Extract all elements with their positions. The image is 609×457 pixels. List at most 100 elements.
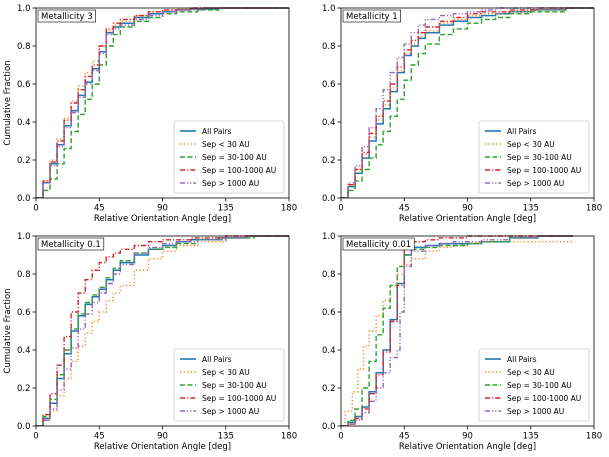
y-tick-label: 0.2 [17,384,31,394]
x-tick-label: 135 [523,432,539,442]
legend-entry: Sep > 1000 AU [507,407,564,416]
series-line-3 [36,7,289,198]
panel-title-box: Metallicity 3 [37,9,97,23]
series-group [36,235,289,426]
y-tick-label: 0.8 [322,270,336,280]
y-tick-label: 0.4 [322,118,336,128]
panel-title-frame [342,9,402,23]
series-line-4 [341,235,573,426]
panel-title-box: Metallicity 1 [342,9,402,23]
y-axis-label: Cumulative Fraction [3,288,13,373]
legend-entry: Sep = 30-100 AU [202,381,267,390]
series-group [36,7,289,198]
legend: All Pairs Sep < 30 AU Sep = 30-100 AU Sep =… [173,348,285,422]
x-tick-label: 180 [586,432,602,442]
x-tick-label: 0 [338,204,343,214]
panel-title-frame [37,237,105,251]
y-tick-label: 0.2 [322,156,336,166]
panel-title-box: Metallicity 0.1 [37,237,105,251]
series-line-3 [341,7,594,198]
x-tick-label: 45 [399,432,410,442]
chart-panel-3: 0 45 90 135 180 0.0 0.2 0.4 0.6 0.8 1.0 Relative Or… [3,232,297,452]
legend-entry: All Pairs [507,355,537,364]
legend-entry: Sep = 30-100 AU [507,381,572,390]
x-tick-label: 45 [94,204,105,214]
panel-title: Metallicity 1 [346,12,398,22]
x-axis-label: Relative Orientation Angle [deg] [399,214,536,224]
x-tick-label: 45 [94,432,105,442]
legend: All Pairs Sep < 30 AU Sep = 30-100 AU Sep =… [173,120,285,194]
legend: All Pairs Sep < 30 AU Sep = 30-100 AU Sep =… [478,120,590,194]
legend-entry: Sep = 100-1000 AU [202,166,276,175]
y-tick-label: 1.0 [17,4,31,14]
x-tick-label: 180 [281,204,297,214]
series-line-1 [341,7,594,198]
y-tick-label: 1.0 [17,232,31,242]
x-tick-label: 90 [157,204,168,214]
legend-entry: Sep = 30-100 AU [202,153,267,162]
panel-title-box: Metallicity 0.01 [342,237,415,251]
legend-entry: Sep > 1000 AU [202,407,259,416]
panel-title-frame [37,9,97,23]
series-line-3 [341,235,573,426]
y-tick-label: 0.0 [17,422,31,432]
y-tick-label: 0.2 [17,156,31,166]
series-line-5 [341,235,573,426]
y-tick-label: 0.6 [322,308,336,318]
legend-entry: Sep > 1000 AU [202,179,259,188]
series-line-2 [341,7,594,198]
series-group [341,7,594,198]
y-tick-label: 0.4 [322,346,336,356]
y-tick-label: 0.0 [322,194,336,204]
legend-entry: All Pairs [202,127,232,136]
x-tick-label: 180 [586,204,602,214]
y-axis-label: Cumulative Fraction [3,60,13,145]
y-tick-label: 0.8 [17,42,31,52]
series-line-3 [36,235,289,426]
series-line-5 [36,235,289,426]
x-axis-label: Relative Orientation Angle [deg] [399,442,536,452]
y-tick-label: 0.6 [17,308,31,318]
y-tick-label: 1.0 [322,4,336,14]
legend-entry: Sep = 30-100 AU [507,153,572,162]
legend-entry: All Pairs [507,127,537,136]
series-line-5 [36,7,289,198]
legend-frame [478,120,590,194]
series-line-2 [36,235,289,426]
y-tick-label: 0.4 [17,118,31,128]
y-tick-label: 0.4 [17,346,31,356]
x-tick-label: 0 [338,432,343,442]
series-line-4 [341,7,594,198]
y-tick-label: 0.0 [322,422,336,432]
panel-title: Metallicity 0.1 [41,240,101,250]
series-group [341,235,573,426]
panel-title: Metallicity 0.01 [346,240,411,250]
legend-entry: Sep = 100-1000 AU [507,166,581,175]
legend-entry: Sep < 30 AU [202,140,250,149]
legend-entry: Sep = 100-1000 AU [507,394,581,403]
chart-panel-4: 0 45 90 135 180 0.0 0.2 0.4 0.6 0.8 1.0 Relative Or… [322,232,602,452]
series-line-2 [36,7,289,198]
legend-frame [173,120,285,194]
chart-panel-1: 0 45 90 135 180 0.0 0.2 0.4 0.6 0.8 1.0 Relative Or… [3,4,297,224]
panel-title: Metallicity 3 [41,12,93,22]
legend-frame [173,348,285,422]
x-tick-label: 0 [33,432,38,442]
x-tick-label: 180 [281,432,297,442]
series-line-4 [36,7,289,198]
x-tick-label: 90 [157,432,168,442]
x-tick-label: 0 [33,204,38,214]
y-tick-label: 1.0 [322,232,336,242]
chart-panel-2: 0 45 90 135 180 0.0 0.2 0.4 0.6 0.8 1.0 Relative Or… [322,4,602,224]
x-tick-label: 45 [399,204,410,214]
series-line-4 [36,235,289,426]
y-tick-label: 0.0 [17,194,31,204]
legend: All Pairs Sep < 30 AU Sep = 30-100 AU Sep =… [478,348,590,422]
x-tick-label: 90 [462,432,473,442]
legend-entry: Sep < 30 AU [507,368,555,377]
y-tick-label: 0.2 [322,384,336,394]
y-tick-label: 0.6 [17,80,31,90]
legend-frame [478,348,590,422]
x-tick-label: 135 [218,432,234,442]
